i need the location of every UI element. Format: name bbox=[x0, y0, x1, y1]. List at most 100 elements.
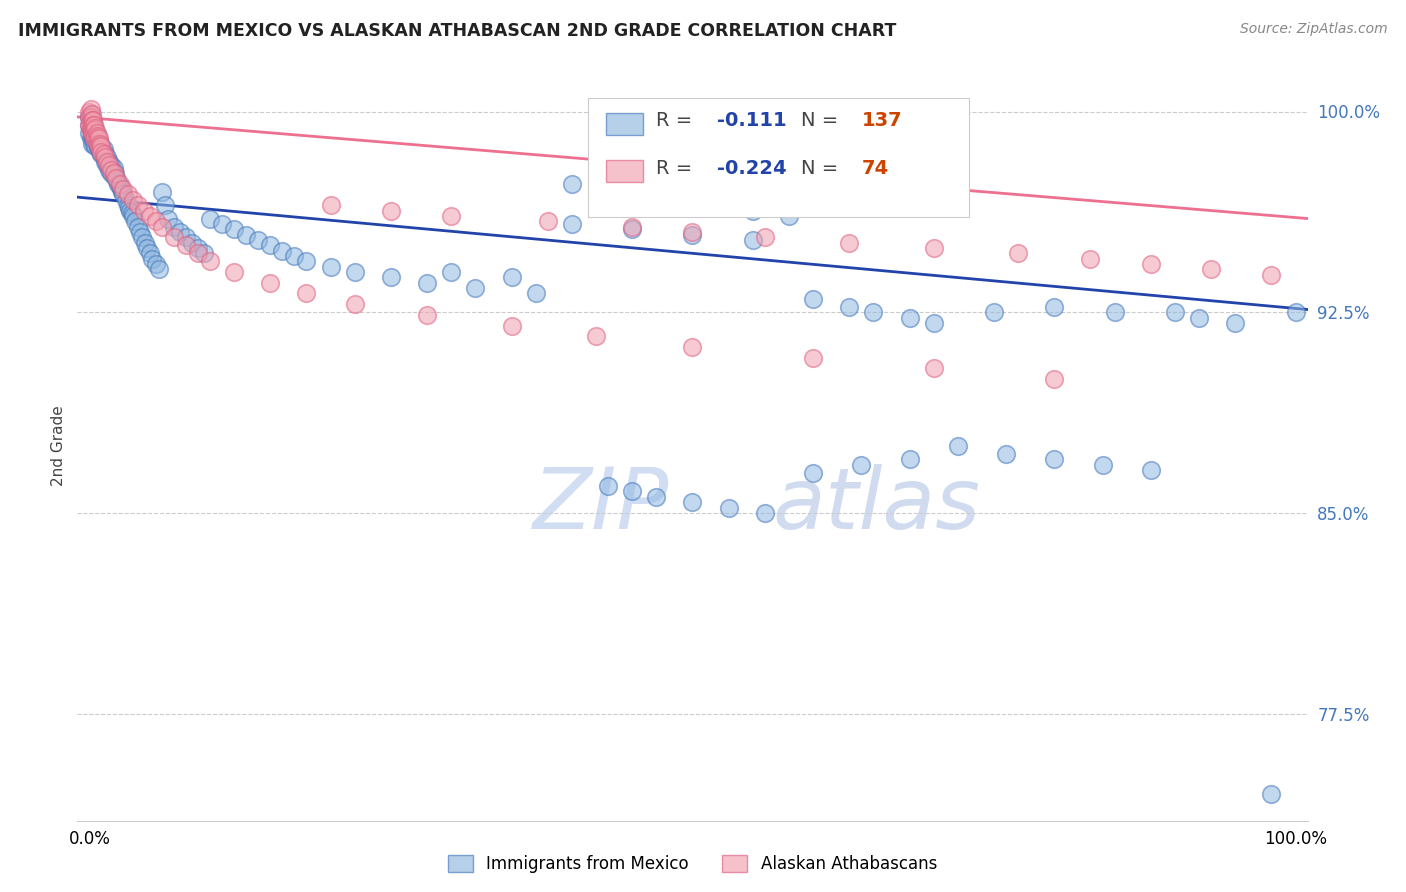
Point bbox=[148, 262, 170, 277]
Point bbox=[87, 142, 110, 156]
Point bbox=[778, 185, 800, 199]
Point bbox=[174, 238, 197, 252]
Point bbox=[80, 107, 103, 121]
Point bbox=[585, 329, 607, 343]
Point bbox=[90, 139, 112, 153]
Point bbox=[86, 126, 108, 140]
FancyBboxPatch shape bbox=[606, 112, 644, 135]
Point bbox=[198, 254, 221, 268]
Point bbox=[97, 163, 120, 178]
Point bbox=[163, 219, 186, 234]
Point bbox=[283, 249, 305, 263]
Point bbox=[127, 219, 149, 234]
Point bbox=[801, 292, 824, 306]
Point bbox=[82, 115, 104, 129]
Point bbox=[87, 139, 110, 153]
Point bbox=[922, 316, 945, 330]
Point bbox=[621, 484, 644, 499]
Point bbox=[621, 219, 644, 234]
Point bbox=[79, 123, 101, 137]
Point bbox=[97, 155, 120, 169]
Point bbox=[995, 447, 1018, 461]
Point bbox=[100, 163, 122, 178]
Point bbox=[117, 198, 139, 212]
Point bbox=[464, 281, 486, 295]
Point bbox=[83, 120, 105, 135]
Point bbox=[94, 150, 117, 164]
Point bbox=[134, 235, 156, 250]
Point bbox=[89, 136, 111, 151]
Point bbox=[104, 166, 127, 180]
Point bbox=[121, 209, 143, 223]
Point bbox=[83, 123, 105, 137]
Point bbox=[145, 257, 167, 271]
Point bbox=[1043, 372, 1066, 386]
Point bbox=[1225, 316, 1247, 330]
Point bbox=[82, 131, 104, 145]
Point bbox=[838, 300, 860, 314]
Point bbox=[247, 233, 270, 247]
Point bbox=[111, 185, 134, 199]
Point bbox=[145, 214, 167, 228]
Point bbox=[82, 123, 104, 137]
Point bbox=[103, 161, 125, 175]
Point bbox=[741, 203, 763, 218]
Point bbox=[80, 126, 103, 140]
Point bbox=[211, 217, 233, 231]
Point bbox=[801, 351, 824, 365]
Point bbox=[596, 479, 619, 493]
Point bbox=[501, 270, 523, 285]
Point bbox=[169, 225, 191, 239]
Point bbox=[1139, 463, 1161, 477]
Point bbox=[1043, 300, 1066, 314]
Point bbox=[91, 145, 114, 159]
Point bbox=[187, 241, 209, 255]
Point bbox=[319, 260, 342, 274]
Point bbox=[80, 112, 103, 127]
Point bbox=[104, 171, 127, 186]
Text: R =: R = bbox=[655, 160, 697, 178]
Point bbox=[112, 187, 135, 202]
Point bbox=[1104, 305, 1126, 319]
Point bbox=[80, 120, 103, 135]
Point bbox=[87, 128, 110, 143]
Point bbox=[82, 126, 104, 140]
Point bbox=[107, 177, 129, 191]
Point bbox=[922, 361, 945, 376]
Point bbox=[79, 110, 101, 124]
Point bbox=[87, 136, 110, 151]
Point bbox=[706, 198, 728, 212]
Point bbox=[79, 126, 101, 140]
Point bbox=[754, 230, 776, 244]
Point bbox=[319, 198, 342, 212]
Legend: Immigrants from Mexico, Alaskan Athabascans: Immigrants from Mexico, Alaskan Athabasc… bbox=[441, 848, 943, 880]
Point bbox=[380, 203, 402, 218]
Point bbox=[141, 252, 163, 266]
Point bbox=[271, 244, 294, 258]
Text: -0.111: -0.111 bbox=[717, 111, 787, 129]
Point bbox=[1188, 310, 1211, 325]
Text: IMMIGRANTS FROM MEXICO VS ALASKAN ATHABASCAN 2ND GRADE CORRELATION CHART: IMMIGRANTS FROM MEXICO VS ALASKAN ATHABA… bbox=[18, 22, 897, 40]
Text: N =: N = bbox=[801, 160, 844, 178]
Point bbox=[524, 286, 547, 301]
Point bbox=[101, 163, 124, 178]
Point bbox=[224, 222, 246, 236]
Point bbox=[89, 145, 111, 159]
Point bbox=[621, 222, 644, 236]
Point bbox=[440, 209, 463, 223]
Point bbox=[180, 235, 202, 250]
Point bbox=[129, 225, 152, 239]
Text: N =: N = bbox=[801, 111, 844, 129]
Point bbox=[118, 201, 141, 215]
Point bbox=[132, 203, 155, 218]
Point bbox=[90, 147, 112, 161]
Point bbox=[633, 187, 655, 202]
Point bbox=[80, 136, 103, 151]
Point bbox=[1199, 262, 1222, 277]
Point bbox=[83, 118, 105, 132]
Point bbox=[862, 305, 884, 319]
Point bbox=[80, 120, 103, 135]
Point bbox=[163, 230, 186, 244]
Point bbox=[87, 131, 110, 145]
Point bbox=[97, 158, 120, 172]
